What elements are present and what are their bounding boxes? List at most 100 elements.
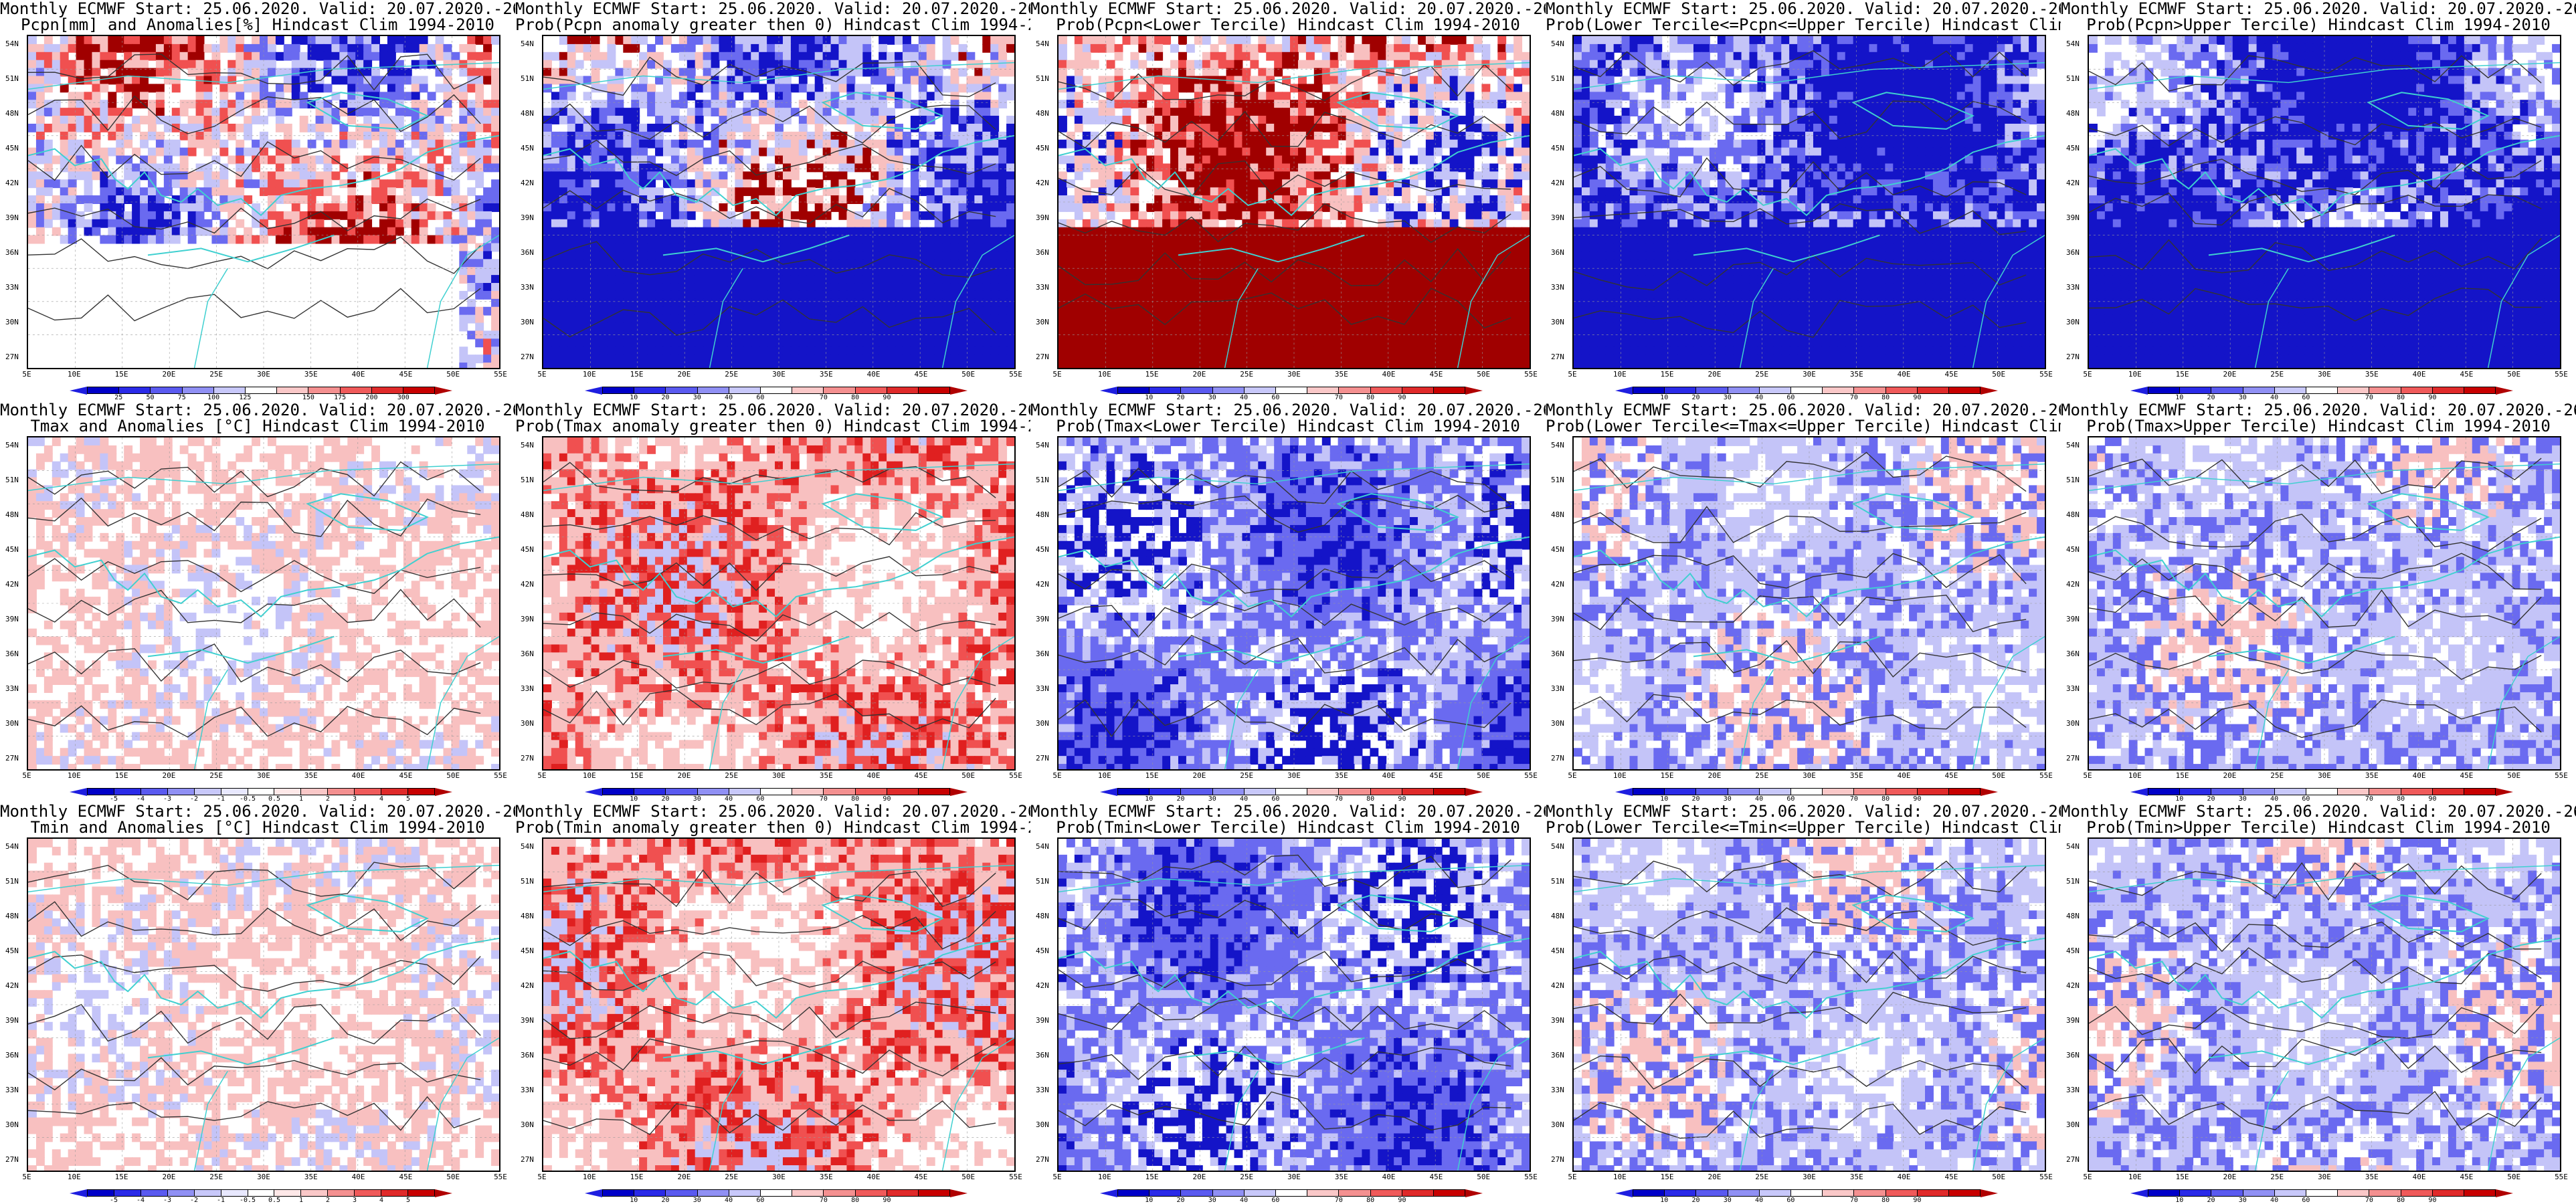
colorbar-segment bbox=[824, 387, 856, 393]
colorbar-right-arrow bbox=[1465, 1189, 1483, 1197]
colorbar-label: 80 bbox=[1881, 796, 1890, 803]
longitude-label: 5E bbox=[22, 371, 31, 379]
colorbar-left-arrow bbox=[2130, 1189, 2148, 1197]
colorbar-segment bbox=[248, 789, 275, 795]
colorbar-segment bbox=[1728, 387, 1760, 393]
colorbar-segment bbox=[1433, 387, 1465, 393]
colorbar-segment bbox=[381, 789, 409, 795]
colorbar-segment bbox=[301, 789, 329, 795]
colorbar-label: 70 bbox=[820, 1197, 828, 1204]
colorbar-label: 2 bbox=[326, 796, 330, 803]
colorbar-segment bbox=[603, 387, 635, 393]
longitude-label: 5E bbox=[22, 1173, 31, 1181]
colorbar-label: 10 bbox=[630, 796, 638, 803]
colorbar-segment bbox=[792, 387, 824, 393]
colorbar-label: 3 bbox=[353, 1197, 357, 1204]
longitude-label: 5E bbox=[537, 1173, 546, 1181]
longitude-label: 10E bbox=[68, 1173, 81, 1181]
latitude-label: 54N bbox=[5, 441, 19, 449]
colorbar-label: 5 bbox=[406, 796, 410, 803]
longitude-label: 15E bbox=[2176, 371, 2189, 379]
latitude-label: 54N bbox=[1036, 40, 1049, 48]
latitude-label: 33N bbox=[521, 685, 534, 693]
colorbar-segment bbox=[1917, 1190, 1949, 1196]
longitude-label: 40E bbox=[1898, 772, 1911, 780]
colorbar-label: 25 bbox=[114, 395, 122, 401]
colorbar-segment bbox=[141, 789, 168, 795]
colorbar bbox=[87, 387, 435, 394]
longitude-label: 35E bbox=[1850, 1173, 1863, 1181]
colorbar bbox=[2148, 788, 2496, 795]
panel-title-line-1: Monthly ECMWF Start: 25.06.2020. Valid: … bbox=[2061, 401, 2576, 419]
longitude-label: 35E bbox=[1335, 772, 1348, 780]
colorbar-right-arrow bbox=[1981, 1189, 1998, 1197]
latitude-label: 30N bbox=[2066, 720, 2080, 728]
longitude-label: 55E bbox=[1009, 371, 1022, 379]
colorbar-label: 90 bbox=[883, 796, 891, 803]
latitude-label: 33N bbox=[1551, 1086, 1564, 1094]
colorbar-label: 80 bbox=[1366, 395, 1374, 401]
latitude-label: 30N bbox=[521, 318, 534, 326]
colorbar-label: -4 bbox=[136, 1197, 145, 1204]
latitude-label: 33N bbox=[5, 284, 19, 292]
longitude-label: 5E bbox=[1052, 772, 1061, 780]
longitude-label: 35E bbox=[2365, 772, 2379, 780]
longitude-label: 50E bbox=[2507, 1173, 2520, 1181]
colorbar-segment bbox=[1696, 1190, 1728, 1196]
latitude-label: 42N bbox=[521, 581, 534, 589]
colorbar-label: 30 bbox=[1208, 395, 1216, 401]
colorbar-label: 80 bbox=[1881, 1197, 1890, 1204]
colorbar-segment bbox=[308, 387, 341, 393]
colorbar-label: 150 bbox=[302, 395, 314, 401]
colorbar-segment bbox=[1728, 1190, 1760, 1196]
colorbar-segment bbox=[729, 789, 761, 795]
colorbar-label: 30 bbox=[693, 1197, 701, 1204]
longitude-label: 55E bbox=[2039, 772, 2053, 780]
latitude-label: 45N bbox=[1551, 947, 1564, 955]
colorbar-label: 2 bbox=[326, 1197, 330, 1204]
colorbar-label: 20 bbox=[1177, 1197, 1185, 1204]
panel-title-line-1: Monthly ECMWF Start: 25.06.2020. Valid: … bbox=[1546, 803, 2061, 820]
colorbar-segment bbox=[2464, 1190, 2496, 1196]
longitude-label: 30E bbox=[257, 371, 270, 379]
longitude-label: 5E bbox=[22, 772, 31, 780]
colorbar-label: 1 bbox=[299, 1197, 303, 1204]
panel-title-line-1: Monthly ECMWF Start: 25.06.2020. Valid: … bbox=[1030, 0, 1546, 17]
latitude-label: 48N bbox=[5, 511, 19, 519]
colorbar-segment bbox=[328, 789, 355, 795]
colorbar-label: 10 bbox=[2175, 395, 2183, 401]
colorbar bbox=[1117, 387, 1465, 394]
colorbar-left-arrow bbox=[1615, 788, 1633, 796]
colorbar-segment bbox=[918, 1190, 950, 1196]
colorbar-label: 60 bbox=[2302, 1197, 2310, 1204]
latitude-label: 48N bbox=[521, 912, 534, 920]
colorbar-label: 80 bbox=[1366, 1197, 1374, 1204]
longitude-label: 40E bbox=[2413, 371, 2426, 379]
colorbar-segment bbox=[1402, 1190, 1434, 1196]
longitude-label: 55E bbox=[2555, 772, 2568, 780]
colorbar-segment bbox=[245, 387, 278, 393]
colorbar-segment bbox=[408, 789, 434, 795]
colorbar-segment bbox=[194, 789, 221, 795]
longitude-label: 10E bbox=[583, 1173, 596, 1181]
colorbar-segment bbox=[274, 789, 302, 795]
longitude-label: 25E bbox=[1240, 772, 1253, 780]
colorbar-label: 40 bbox=[2270, 1197, 2278, 1204]
colorbar-segment bbox=[2180, 387, 2212, 393]
panel-title-line-1: Monthly ECMWF Start: 25.06.2020. Valid: … bbox=[2061, 803, 2576, 820]
longitude-label: 50E bbox=[961, 772, 975, 780]
colorbar-label: 40 bbox=[1755, 1197, 1763, 1204]
latitude-label: 42N bbox=[5, 581, 19, 589]
longitude-label: 5E bbox=[1568, 772, 1576, 780]
colorbar-right-arrow bbox=[1981, 387, 1998, 395]
forecast-panel-13: Monthly ECMWF Start: 25.06.2020. Valid: … bbox=[1030, 803, 1546, 1204]
latitude-label: 42N bbox=[1036, 982, 1049, 990]
latitude-label: 39N bbox=[1036, 1017, 1049, 1025]
longitude-label: 30E bbox=[1287, 772, 1301, 780]
colorbar-label: 125 bbox=[239, 395, 251, 401]
colorbar-segment bbox=[1433, 789, 1465, 795]
latitude-label: 42N bbox=[5, 179, 19, 187]
latitude-label: 45N bbox=[2066, 546, 2080, 554]
forecast-panel-12: Monthly ECMWF Start: 25.06.2020. Valid: … bbox=[515, 803, 1030, 1204]
colorbar-label: 3 bbox=[353, 796, 357, 803]
